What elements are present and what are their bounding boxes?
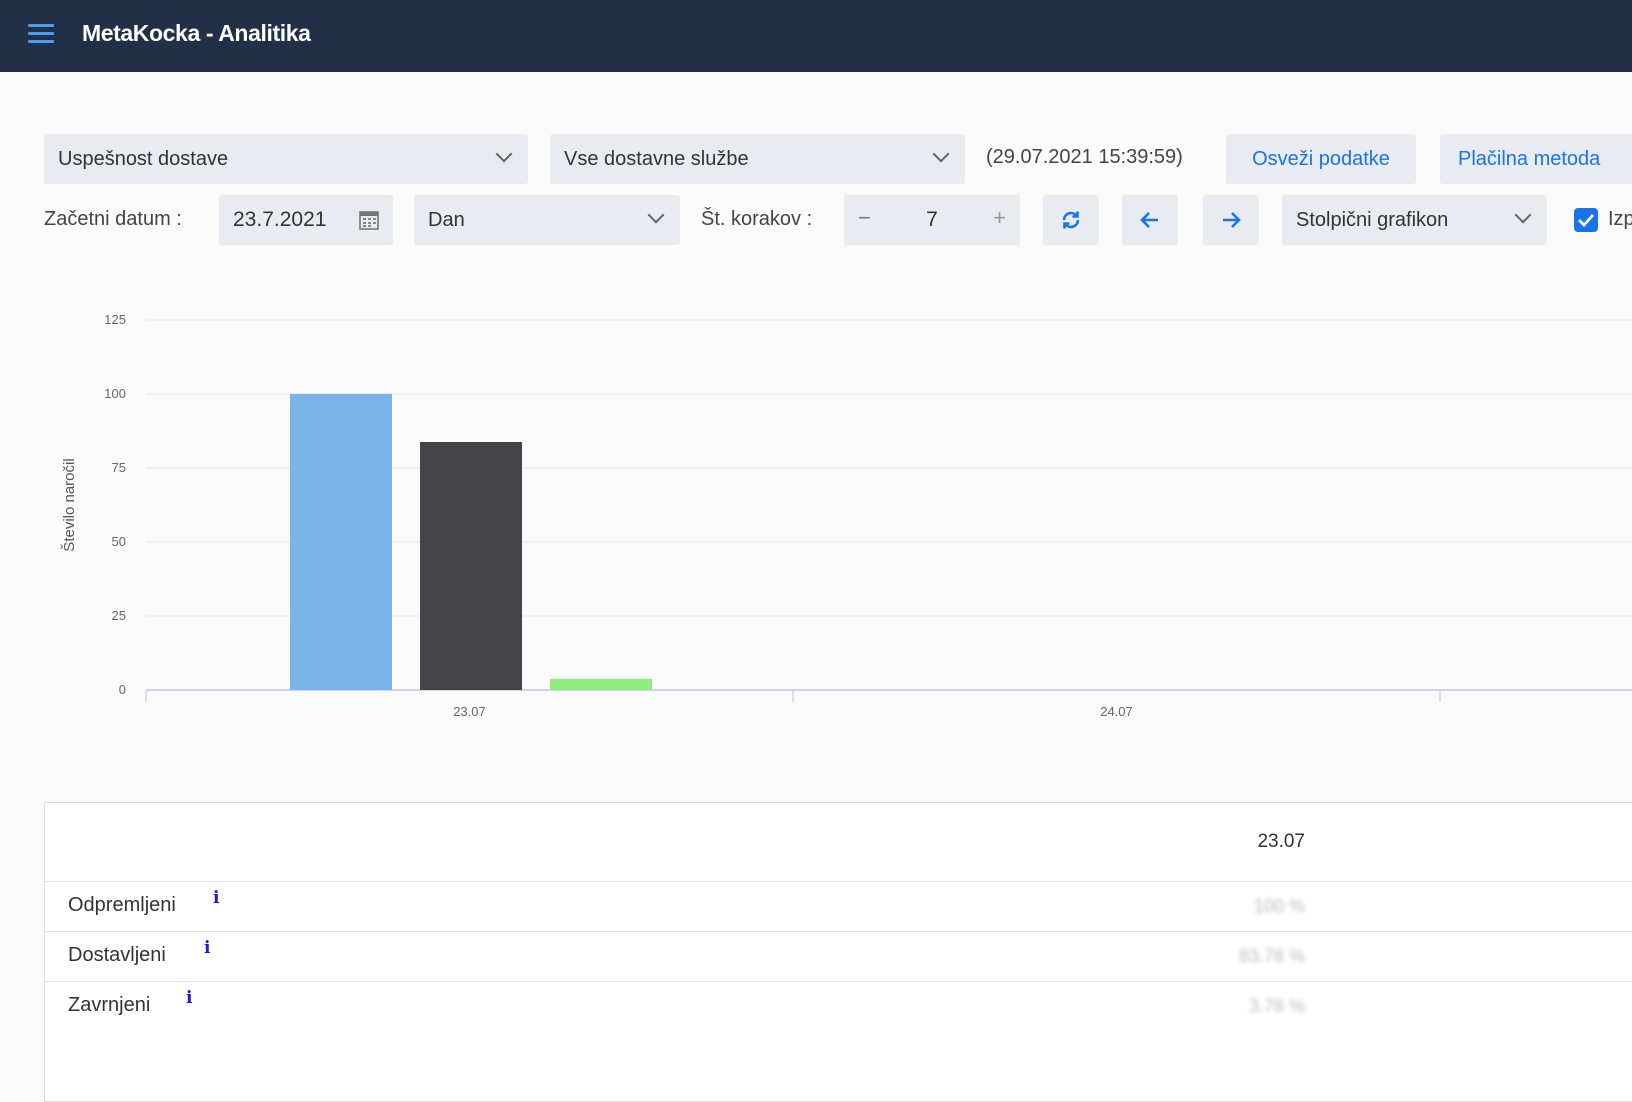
chevron-down-icon — [647, 206, 665, 224]
options-checkbox-label: Izp — [1608, 208, 1632, 230]
x-tick-label: 24.07 — [1100, 704, 1133, 719]
delivery-service-select[interactable]: Vse dostavne službe — [550, 134, 965, 184]
x-tick-label: 23.07 — [453, 704, 486, 719]
table-row: Zavrnjeni i 3.78 % — [45, 981, 1632, 1031]
y-tick-label: 125 — [104, 312, 126, 327]
row-value: 3.78 % — [1248, 996, 1305, 1016]
table-column-header: 23.07 — [1257, 831, 1305, 852]
report-type-select[interactable]: Uspešnost dostave — [44, 134, 528, 184]
y-tick-label: 0 — [119, 682, 126, 697]
start-date-value: 23.7.2021 — [233, 208, 327, 231]
arrow-left-icon — [1140, 212, 1158, 228]
y-tick-label: 75 — [112, 460, 126, 475]
y-tick-label: 100 — [104, 386, 126, 401]
y-axis-title: Število naročil — [61, 458, 78, 551]
top-bar: MetaKocka - Analitika — [0, 0, 1632, 72]
info-icon[interactable]: i — [186, 988, 193, 1008]
steps-stepper[interactable]: − 7 + — [844, 195, 1020, 245]
chevron-down-icon — [932, 145, 950, 163]
chart-bar — [290, 394, 392, 690]
row-value: 100 % — [1253, 896, 1305, 916]
previous-period-button[interactable] — [1122, 195, 1178, 245]
chart-bar — [550, 678, 652, 690]
row-value: 83.78 % — [1238, 946, 1305, 966]
options-checkbox[interactable] — [1574, 208, 1598, 232]
table-row: Odpremljeni i 100 % — [45, 881, 1632, 931]
arrow-right-icon — [1223, 212, 1241, 228]
chart-bar — [420, 442, 522, 690]
decrement-button[interactable]: − — [858, 205, 871, 230]
row-label: Odpremljeni — [68, 894, 176, 916]
steps-value[interactable]: 7 — [926, 208, 938, 231]
checkmark-icon — [1578, 214, 1595, 228]
info-icon[interactable]: i — [204, 938, 211, 958]
start-date-label: Začetni datum : — [44, 208, 182, 230]
y-tick-label: 25 — [112, 608, 126, 623]
data-timestamp: (29.07.2021 15:39:59) — [986, 146, 1183, 168]
chart-type-select[interactable]: Stolpični grafikon — [1282, 195, 1547, 245]
reload-chart-button[interactable] — [1043, 195, 1099, 245]
payment-method-button[interactable]: Plačilna metoda — [1440, 134, 1632, 184]
info-icon[interactable]: i — [213, 888, 220, 908]
chart-type-value: Stolpični grafikon — [1296, 208, 1449, 231]
steps-label: Št. korakov : — [701, 208, 813, 230]
refresh-icon — [1062, 211, 1080, 229]
refresh-data-button[interactable]: Osveži podatke — [1226, 134, 1416, 184]
y-tick-label: 50 — [112, 534, 126, 549]
results-table: 23.07 Odpremljeni i 100 % Dostavljeni i … — [44, 802, 1632, 1102]
period-select[interactable]: Dan — [414, 195, 680, 245]
start-date-input[interactable]: 23.7.2021 — [219, 195, 393, 245]
row-label: Dostavljeni — [68, 944, 166, 966]
app-title: MetaKocka - Analitika — [82, 20, 311, 46]
chevron-down-icon — [495, 145, 513, 163]
period-value: Dan — [428, 208, 465, 231]
calendar-icon[interactable] — [359, 210, 379, 230]
report-type-value: Uspešnost dostave — [58, 147, 229, 170]
row-label: Zavrnjeni — [68, 994, 151, 1016]
delivery-bar-chart: 0 25 50 75 100 125 Število naročil 23.07 24.07 — [61, 312, 1632, 719]
next-period-button[interactable] — [1203, 195, 1259, 245]
increment-button[interactable]: + — [993, 205, 1006, 230]
chevron-down-icon — [1514, 206, 1532, 224]
table-row: Dostavljeni i 83.78 % — [45, 931, 1632, 981]
hamburger-menu-icon[interactable] — [28, 24, 54, 46]
delivery-service-value: Vse dostavne službe — [564, 147, 749, 170]
